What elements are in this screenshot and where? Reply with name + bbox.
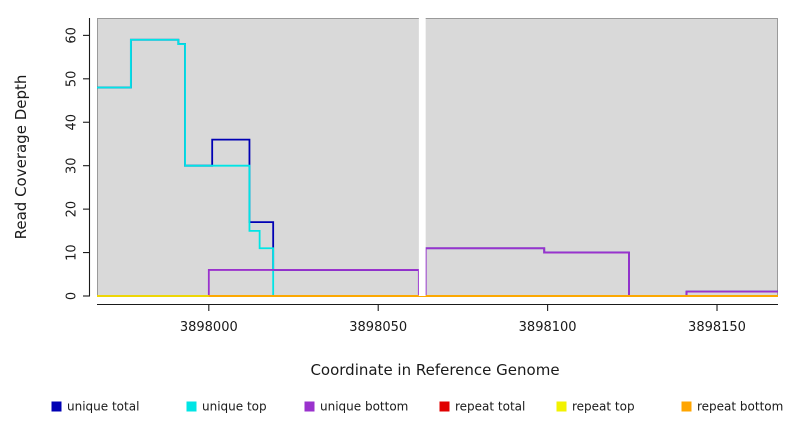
data-gap-layer bbox=[418, 18, 426, 296]
legend-swatch-repeat-top bbox=[556, 401, 567, 412]
x-tick-label: 3898100 bbox=[519, 320, 577, 335]
legend: unique total unique top unique bottom repea… bbox=[51, 400, 783, 414]
legend-swatch-unique-total bbox=[51, 401, 62, 412]
legend-label-unique-top: unique top bbox=[202, 400, 267, 414]
x-tick-label: 3898000 bbox=[180, 320, 238, 335]
data-gap-band bbox=[418, 18, 426, 296]
plot-panel-background bbox=[97, 18, 778, 296]
y-tick-label: 50 bbox=[65, 71, 80, 88]
series-layer bbox=[97, 38, 778, 297]
y-tick-label: 20 bbox=[65, 201, 80, 218]
y-tick-label: 40 bbox=[65, 114, 80, 131]
x-axis-title: Coordinate in Reference Genome bbox=[310, 361, 559, 379]
y-axis-title: Read Coverage Depth bbox=[12, 75, 30, 240]
y-tick-label: 0 bbox=[65, 292, 80, 300]
x-axis: 3898000 3898050 3898100 3898150 bbox=[97, 303, 778, 335]
x-tick-label: 3898150 bbox=[688, 320, 746, 335]
series-unique-top bbox=[97, 38, 778, 297]
y-axis: 0 10 20 30 40 50 60 bbox=[65, 18, 91, 300]
legend-label-unique-bottom: unique bottom bbox=[320, 400, 408, 414]
legend-label-repeat-total: repeat total bbox=[455, 400, 525, 414]
y-tick-label: 10 bbox=[65, 244, 80, 261]
legend-swatch-unique-top bbox=[186, 401, 197, 412]
legend-swatch-unique-bottom bbox=[304, 401, 315, 412]
legend-label-unique-total: unique total bbox=[67, 400, 139, 414]
legend-swatch-repeat-bottom bbox=[681, 401, 692, 412]
legend-label-repeat-bottom: repeat bottom bbox=[697, 400, 783, 414]
legend-label-repeat-top: repeat top bbox=[572, 400, 635, 414]
y-tick-label: 60 bbox=[65, 27, 80, 44]
legend-swatch-repeat-total bbox=[439, 401, 450, 412]
y-tick-label: 30 bbox=[65, 157, 80, 174]
x-tick-label: 3898050 bbox=[349, 320, 407, 335]
